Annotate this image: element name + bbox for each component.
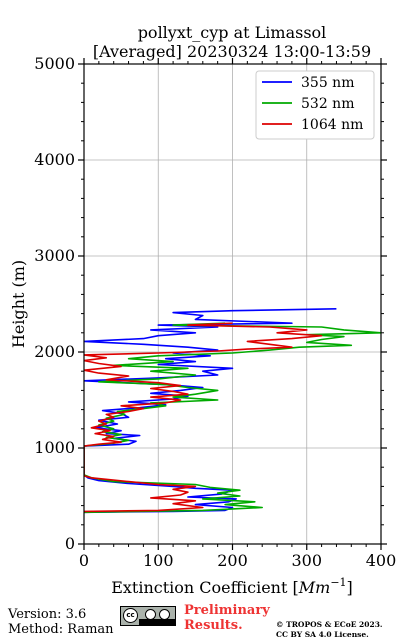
x-tick-label: 200 xyxy=(217,551,248,570)
y-tick-label: 1000 xyxy=(34,438,75,457)
series-line-1064-nm xyxy=(84,322,323,513)
x-tick-label: 300 xyxy=(291,551,322,570)
method-text: Method: Raman xyxy=(8,622,114,637)
y-tick-label: 5000 xyxy=(34,54,75,73)
cc-logo-icon: cc xyxy=(123,608,138,623)
chart-title-line1: pollyxt_cyp at Limassol xyxy=(138,23,327,42)
copyright-line2: CC BY SA 4.0 License. xyxy=(276,630,369,639)
preliminary-line1: Preliminary xyxy=(184,603,270,618)
x-tick-label: 100 xyxy=(143,551,174,570)
series-group xyxy=(84,308,381,514)
chart-title-line2: [Averaged] 20230324 13:00-13:59 xyxy=(93,42,371,61)
cc-license-badge: cc xyxy=(120,606,176,626)
legend-entries: 355 nm 532 nm 1064 nm xyxy=(262,75,363,133)
x-tick-label: 400 xyxy=(366,551,397,570)
legend-label-532-nm: 532 nm xyxy=(301,96,354,112)
y-tick-label: 2000 xyxy=(34,342,75,361)
y-tick-label: 3000 xyxy=(34,246,75,265)
legend: 355 nm 532 nm 1064 nm xyxy=(255,70,375,140)
legend-label-1064-nm: 1064 nm xyxy=(301,117,363,133)
copyright-line1: © TROPOS & ECoE 2023. xyxy=(276,620,383,629)
legend-label-355-nm: 355 nm xyxy=(301,75,354,91)
y-tick-label: 4000 xyxy=(34,150,75,169)
y-axis-label: Height (m) xyxy=(9,260,28,348)
x-axis-label-unit: Mm xyxy=(298,578,331,597)
version-text: Version: 3.6 xyxy=(8,607,87,622)
series-line-532-nm xyxy=(84,322,381,514)
x-axis-label-suffix: ] xyxy=(347,578,353,597)
x-axis-label-exp: −1 xyxy=(330,576,346,589)
y-tick-label: 0 xyxy=(65,534,75,553)
preliminary-line2: Results. xyxy=(184,618,243,633)
preliminary-results-text: Preliminary Results. xyxy=(184,603,270,633)
legend-box xyxy=(255,70,375,140)
x-axis-label-prefix: Extinction Coefficient [ xyxy=(111,578,299,597)
cc-strip xyxy=(139,619,175,625)
x-tick-label: 0 xyxy=(79,551,89,570)
extinction-profile-chart: pollyxt_cyp at Limassol [Averaged] 20230… xyxy=(9,23,396,597)
axis-ticks xyxy=(78,58,387,550)
copyright-text: © TROPOS & ECoE 2023. CC BY SA 4.0 Licen… xyxy=(276,620,383,640)
x-axis-label: Extinction Coefficient [Mm−1] xyxy=(111,576,353,597)
